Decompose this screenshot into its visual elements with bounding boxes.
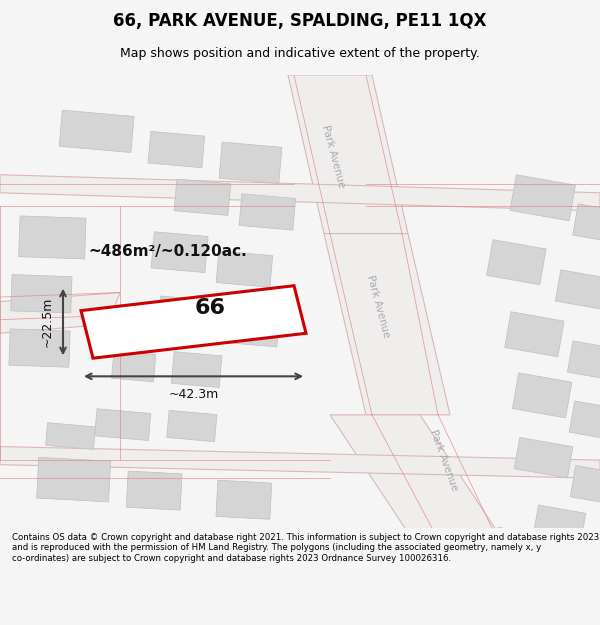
Bar <box>568 341 600 381</box>
Bar <box>239 194 296 230</box>
Bar <box>570 466 600 505</box>
Polygon shape <box>81 286 306 358</box>
Text: Map shows position and indicative extent of the property.: Map shows position and indicative extent… <box>120 48 480 61</box>
Bar <box>551 554 600 587</box>
Bar <box>505 312 564 357</box>
Bar <box>219 142 282 184</box>
Bar <box>216 251 272 288</box>
Bar <box>573 204 600 246</box>
Bar <box>216 480 272 519</box>
Bar <box>148 131 205 168</box>
Text: 66, PARK AVENUE, SPALDING, PE11 1QX: 66, PARK AVENUE, SPALDING, PE11 1QX <box>113 12 487 30</box>
Bar <box>555 270 600 311</box>
Text: 66: 66 <box>194 298 226 318</box>
Bar <box>9 329 70 367</box>
Polygon shape <box>0 292 120 333</box>
Polygon shape <box>0 174 600 211</box>
Text: Contains OS data © Crown copyright and database right 2021. This information is : Contains OS data © Crown copyright and d… <box>12 533 599 562</box>
Bar <box>158 296 215 333</box>
Bar <box>151 232 208 272</box>
Bar <box>11 274 72 313</box>
Bar <box>37 458 110 502</box>
Text: ~486m²/~0.120ac.: ~486m²/~0.120ac. <box>89 244 247 259</box>
Bar <box>19 216 86 259</box>
Bar <box>569 401 600 442</box>
Bar <box>59 110 134 152</box>
Bar <box>46 422 95 449</box>
Bar <box>172 352 222 388</box>
Bar <box>223 311 280 347</box>
Polygon shape <box>288 75 408 234</box>
Bar <box>579 531 600 559</box>
Text: ~42.3m: ~42.3m <box>169 388 218 401</box>
Bar <box>510 175 575 221</box>
Polygon shape <box>0 446 600 478</box>
Bar <box>534 505 586 540</box>
Text: ~22.5m: ~22.5m <box>41 297 54 347</box>
Bar <box>487 239 546 285</box>
Bar <box>494 528 551 566</box>
Bar <box>174 179 230 216</box>
Text: Park Avenue: Park Avenue <box>320 124 346 189</box>
Bar <box>514 438 573 478</box>
Bar <box>126 471 182 510</box>
Bar <box>512 373 572 418</box>
Polygon shape <box>324 234 450 415</box>
Polygon shape <box>330 415 510 551</box>
Bar <box>95 409 151 441</box>
Bar <box>112 351 156 382</box>
Text: Park Avenue: Park Avenue <box>428 428 460 492</box>
Text: Park Avenue: Park Avenue <box>365 274 391 339</box>
Bar <box>167 411 217 442</box>
